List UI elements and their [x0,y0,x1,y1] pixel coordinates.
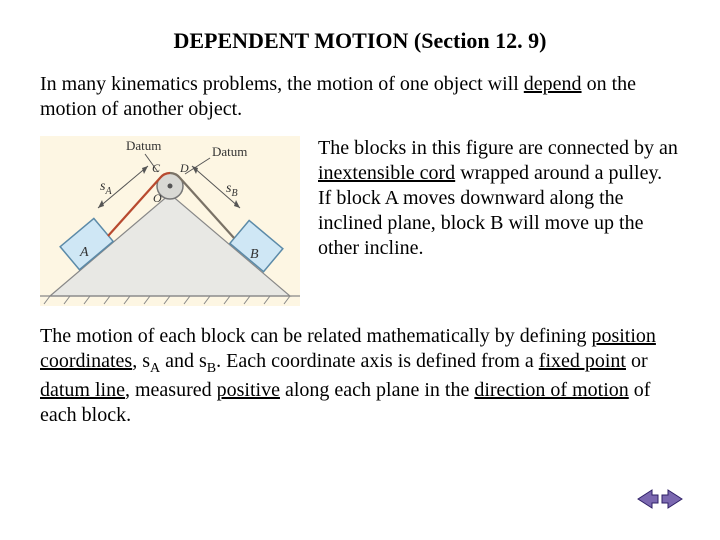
nav-forward-icon[interactable] [660,488,684,510]
bottom-paragraph: The motion of each block can be related … [40,324,680,428]
label-block-a: A [79,245,89,260]
label-datum-right: Datum [212,144,247,159]
label-block-b: B [250,247,259,262]
label-c: C [152,161,161,175]
page-title: DEPENDENT MOTION (Section 12. 9) [40,28,680,54]
label-o: O [153,191,162,205]
figure-description: The blocks in this figure are connected … [318,136,680,261]
nav-back-icon[interactable] [636,488,660,510]
label-d: D [179,161,189,175]
intro-paragraph: In many kinematics problems, the motion … [40,72,680,122]
pulley-figure: Datum Datum sA sB C D O A B [40,136,300,306]
label-datum-left: Datum [126,138,161,153]
